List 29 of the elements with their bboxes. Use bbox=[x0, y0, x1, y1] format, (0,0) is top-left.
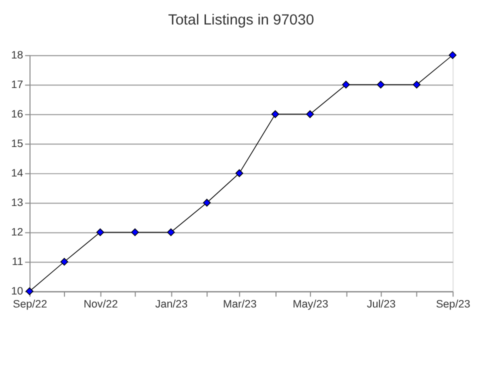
x-tick-label: Sep/22 bbox=[12, 298, 48, 311]
y-tick-label: 11 bbox=[12, 256, 24, 268]
point bbox=[202, 198, 211, 207]
y-tick-label: 10 bbox=[11, 286, 24, 298]
x-tick-label: May/23 bbox=[292, 298, 328, 311]
point bbox=[306, 110, 314, 118]
y-tick-label: 16 bbox=[11, 108, 24, 121]
y-tick-label: 18 bbox=[11, 50, 24, 62]
point bbox=[342, 80, 350, 89]
x-tick-label: Mar/23 bbox=[222, 298, 257, 311]
point bbox=[412, 80, 421, 89]
x-tick-label: Jul/23 bbox=[366, 298, 396, 311]
y-tick-label: 17 bbox=[11, 79, 24, 92]
y-tick-label: 14 bbox=[11, 168, 24, 180]
chart-title: Total Listings in 97030 bbox=[168, 12, 314, 29]
y-tick-label: 12 bbox=[11, 226, 24, 239]
point bbox=[235, 169, 244, 178]
y-tick-label: 15 bbox=[11, 138, 24, 150]
y-tick-label: 13 bbox=[11, 197, 24, 210]
point bbox=[96, 228, 104, 236]
point bbox=[60, 258, 68, 266]
x-tick-label: Jan/23 bbox=[155, 298, 188, 311]
x-tick-label: Nov/22 bbox=[84, 298, 118, 311]
point bbox=[271, 110, 280, 118]
x-tick-label: Sep/23 bbox=[436, 298, 470, 311]
point bbox=[376, 80, 385, 89]
point bbox=[448, 51, 456, 60]
point bbox=[167, 228, 175, 236]
point bbox=[131, 228, 139, 236]
